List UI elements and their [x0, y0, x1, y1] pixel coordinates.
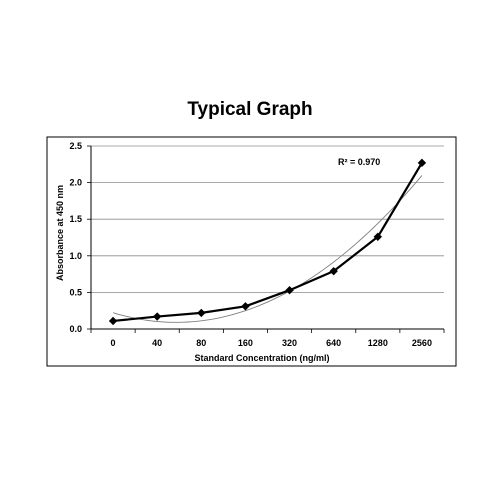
- x-tick-label: 320: [282, 338, 297, 348]
- series-line: [112, 162, 423, 323]
- r-squared-annotation: R² = 0.970: [338, 157, 380, 167]
- data-series: [108, 158, 427, 326]
- data-point-marker: [373, 232, 383, 241]
- data-point-marker: [197, 308, 206, 318]
- tick-labels: 0.0 0.5 1.0 1.5 2.0 2.5 0 40 80 160 320 640 1280 2560: [69, 141, 431, 348]
- trendline: [112, 175, 423, 323]
- x-tick-label: 0: [111, 338, 116, 348]
- x-tick-label: 40: [152, 338, 162, 348]
- y-axis-title: Absorbance at 450 nm: [55, 185, 65, 281]
- x-tick-label: 2560: [412, 338, 432, 348]
- grid-lines: [91, 145, 444, 293]
- trendline-curve: [112, 175, 423, 323]
- data-point-marker: [152, 312, 162, 321]
- data-point-marker: [241, 302, 250, 311]
- y-tick-label: 2.5: [69, 141, 82, 151]
- axes: [87, 145, 445, 333]
- chart-title: Typical Graph: [187, 99, 313, 120]
- x-tick-label: 1280: [368, 338, 388, 348]
- chart-frame: [46, 136, 457, 367]
- y-tick-label: 1.5: [69, 214, 82, 224]
- y-tick-label: 2.0: [69, 178, 82, 188]
- data-point-marker: [329, 266, 338, 276]
- y-tick-label: 0.5: [69, 287, 82, 297]
- x-tick-label: 640: [326, 338, 341, 348]
- y-tick-label: 1.0: [69, 251, 82, 261]
- x-tick-label: 160: [238, 338, 253, 348]
- data-point-marker: [285, 286, 294, 295]
- data-point-marker: [108, 316, 118, 326]
- x-tick-label: 80: [196, 338, 206, 348]
- y-tick-label: 0.0: [69, 324, 82, 334]
- x-axis-title: Standard Concentration (ng/ml): [195, 353, 330, 363]
- data-point-marker: [417, 158, 427, 168]
